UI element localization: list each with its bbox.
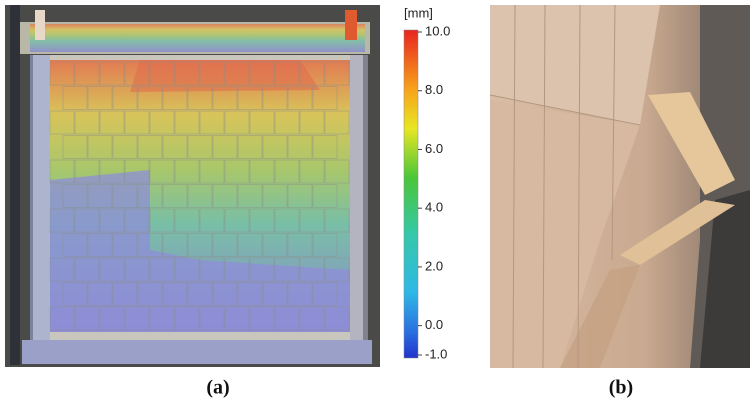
colorbar-tick-label: 8.0 [425,82,443,97]
caption: (b) [609,377,633,399]
figure: [mm] 10.0 8.0 6.0 4.0 2.0 0.0 -1.0 (a) (b) [0,0,753,406]
colorbar-tick-label: 4.0 [425,200,443,215]
colorbar [404,30,418,358]
colorbar-unit: [mm] [404,5,433,20]
caption: (a) [206,377,229,399]
photo-a [5,5,380,367]
colorbar-ticks: 10.0 8.0 6.0 4.0 2.0 0.0 -1.0 [418,23,450,361]
photo-b [490,5,750,368]
colorbar-tick-label: -1.0 [425,346,447,361]
colorbar-tick-label: 10.0 [425,23,450,38]
colorbar-tick-label: 2.0 [425,258,443,273]
colorbar-tick-label: 0.0 [425,317,443,332]
colorbar-tick-label: 6.0 [425,141,443,156]
